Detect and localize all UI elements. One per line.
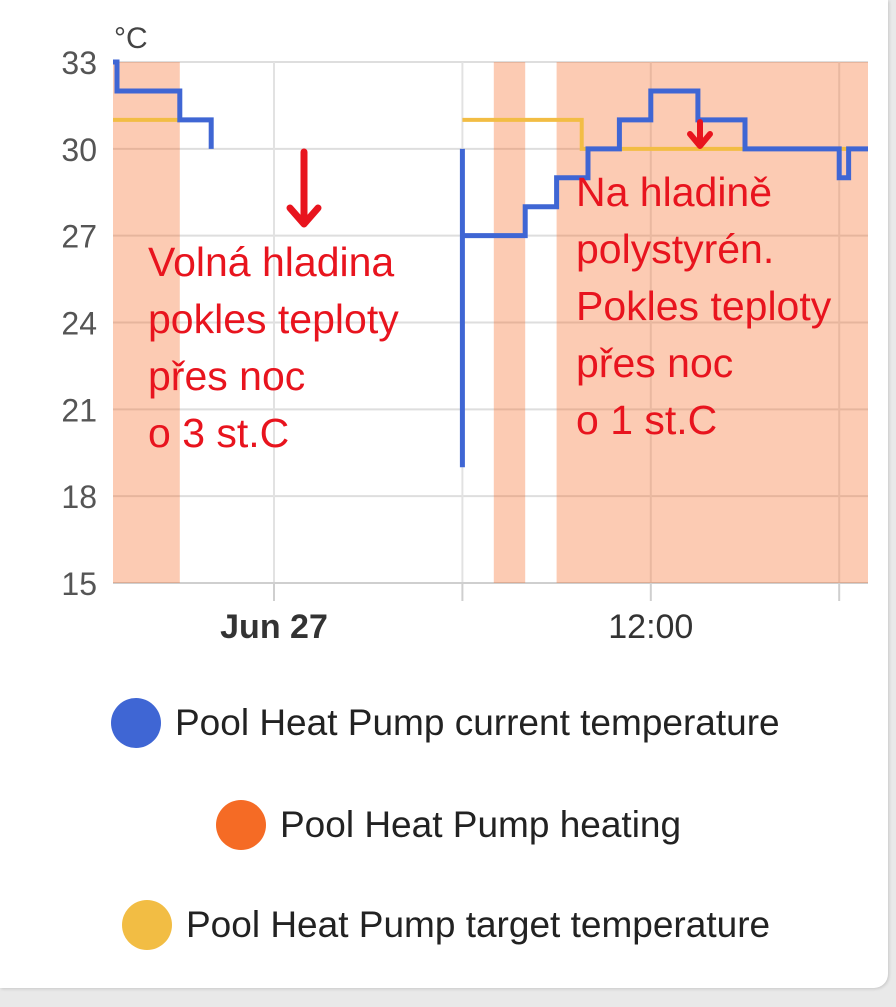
legend-label: Pool Heat Pump target temperature — [186, 904, 771, 945]
legend-item-heating[interactable]: Pool Heat Pump heating — [216, 800, 681, 850]
current-temperature-line — [459, 88, 868, 468]
annotation-text: polystyrén. — [576, 226, 774, 272]
plot-area — [113, 59, 868, 583]
annotation-arrow — [286, 148, 322, 228]
annotation-text: pokles teploty — [148, 296, 399, 342]
legend-dot — [122, 900, 172, 950]
y-tick-label: 33 — [61, 45, 97, 81]
heating-area — [113, 62, 180, 583]
annotation-text: Pokles teploty — [576, 283, 832, 329]
y-tick-label: 27 — [61, 219, 97, 255]
current-temperature-line — [113, 59, 214, 149]
arrow-head — [286, 204, 322, 228]
annotation-text: Volná hladina — [148, 239, 394, 285]
heating-area — [493, 62, 526, 583]
x-tick-label: Jun 27 — [220, 608, 328, 646]
y-tick-label: 24 — [61, 306, 97, 342]
x-tick-label: 12:00 — [608, 608, 693, 646]
y-tick-label: 30 — [61, 132, 97, 168]
annotation-arrow — [687, 119, 713, 149]
legend-label: Pool Heat Pump current temperature — [175, 702, 780, 743]
legend-label: Pool Heat Pump heating — [280, 804, 682, 845]
arrow-head — [687, 131, 713, 149]
legend-dot — [216, 800, 266, 850]
legend-item-current-temperature[interactable]: Pool Heat Pump current temperature — [111, 698, 780, 748]
y-tick-label: 21 — [61, 392, 97, 428]
annotation-text: přes noc — [148, 353, 305, 399]
y-tick-label: 18 — [61, 479, 97, 515]
annotation-text: přes noc — [576, 340, 733, 386]
annotation-text: o 3 st.C — [148, 410, 289, 456]
y-tick-label: 15 — [61, 566, 97, 602]
legend-dot — [111, 698, 161, 748]
annotation-text: Na hladině — [576, 169, 772, 215]
legend-item-target-temperature[interactable]: Pool Heat Pump target temperature — [122, 900, 770, 950]
unit-label: °C — [114, 22, 148, 55]
annotation-text: o 1 st.C — [576, 397, 717, 443]
